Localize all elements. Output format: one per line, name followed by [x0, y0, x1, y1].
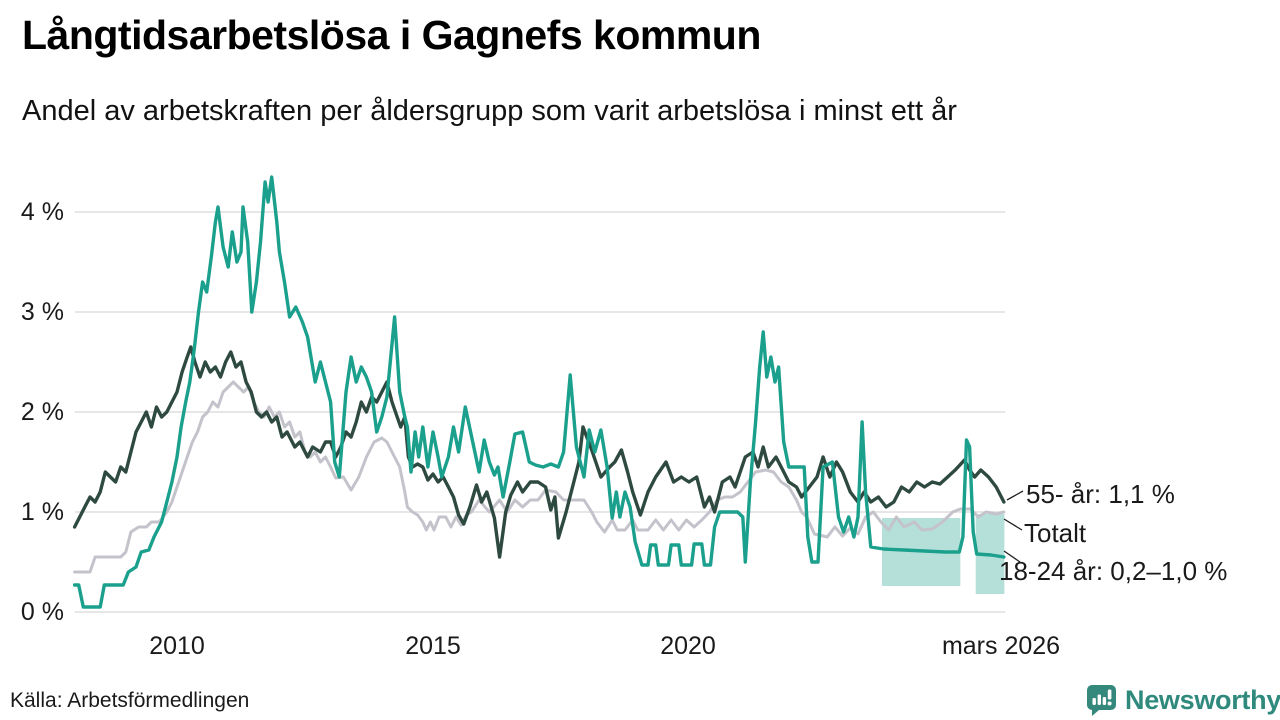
x-tick-mars-2026: mars 2026: [941, 632, 1061, 660]
y-tick-1: 1 %: [20, 498, 64, 526]
newsworthy-brand: Newsworthy: [1086, 684, 1280, 716]
y-tick-2: 2 %: [20, 398, 64, 426]
x-tick-2015: 2015: [405, 632, 461, 660]
page-subtitle: Andel av arbetskraften per åldersgrupp s…: [22, 95, 957, 127]
y-tick-0: 0 %: [20, 598, 64, 626]
series-label-totalt: Totalt: [1024, 518, 1087, 548]
x-tick-2010: 2010: [149, 632, 205, 660]
newsworthy-wordmark: Newsworthy: [1125, 684, 1280, 715]
y-tick-4: 4 %: [20, 198, 64, 226]
y-tick-3: 3 %: [20, 298, 64, 326]
series-label-18-24: 18-24 år: 0,2–1,0 %: [999, 556, 1228, 586]
series-label-55-plus: 55- år: 1,1 %: [1026, 479, 1175, 509]
x-tick-2020: 2020: [660, 632, 716, 660]
source-note: Källa: Arbetsförmedlingen: [10, 689, 250, 712]
newsworthy-logo-icon: [1086, 684, 1117, 716]
page-title: Långtidsarbetslösa i Gagnefs kommun: [22, 12, 761, 58]
